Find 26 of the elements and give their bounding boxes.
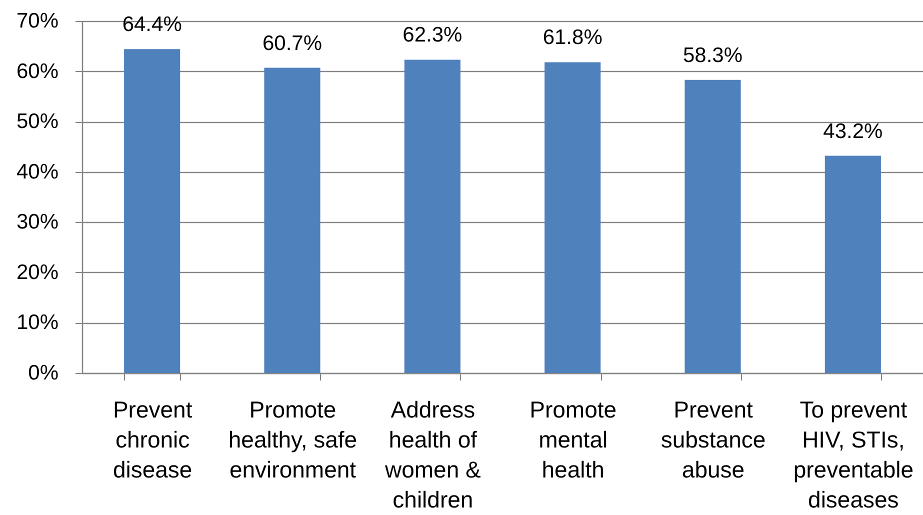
y-tick-label: 50% bbox=[16, 110, 58, 134]
x-tick-label: Prevent chronic disease bbox=[112, 396, 193, 482]
bar bbox=[124, 49, 180, 373]
data-label: 61.8% bbox=[542, 26, 602, 50]
x-tick-label: Promote healthy, safe environment bbox=[228, 396, 358, 482]
data-label: 43.2% bbox=[823, 120, 883, 143]
x-tick-label: To prevent HIV, STIs, preventable diseases bbox=[793, 396, 914, 512]
bar bbox=[684, 80, 741, 373]
y-tick-label: 60% bbox=[16, 60, 58, 83]
data-label: 64.4% bbox=[122, 13, 182, 36]
data-label: 58.3% bbox=[682, 44, 743, 67]
y-tick-label: 0% bbox=[28, 362, 58, 384]
x-tick-label: Address health of women & children bbox=[384, 396, 481, 512]
bar bbox=[824, 156, 881, 373]
data-label: 62.3% bbox=[402, 24, 462, 47]
data-label: 60.7% bbox=[262, 32, 322, 55]
y-tick-label: 70% bbox=[16, 10, 58, 32]
y-tick-label: 20% bbox=[16, 260, 58, 284]
bar bbox=[264, 68, 320, 373]
x-tick-label: Promote mental health bbox=[530, 396, 617, 482]
x-tick-label: Prevent substance abuse bbox=[660, 396, 766, 482]
y-tick-label: 40% bbox=[16, 160, 58, 184]
bar bbox=[544, 62, 601, 373]
y-tick-label: 10% bbox=[16, 311, 58, 334]
y-tick-label: 30% bbox=[16, 210, 58, 234]
bar bbox=[404, 60, 460, 373]
